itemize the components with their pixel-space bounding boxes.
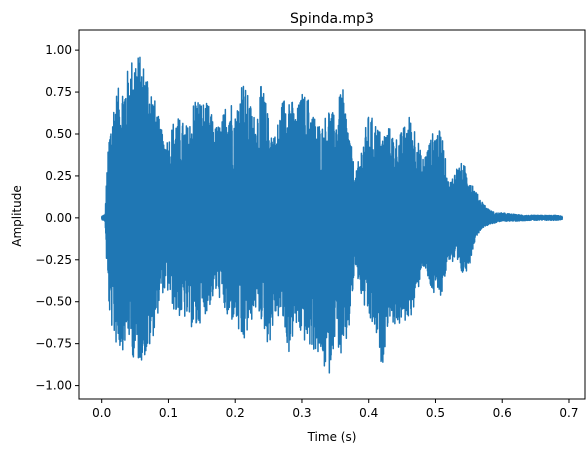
x-tick-label: 0.5	[426, 406, 445, 420]
y-tick-label: 1.00	[45, 43, 72, 57]
x-axis-label: Time (s)	[307, 430, 357, 444]
x-tick-label: 0.2	[226, 406, 245, 420]
y-axis-ticks: −1.00 −0.75 −0.50 −0.25 0.00 0.25 0.50 0.75 1.00	[35, 43, 79, 393]
x-tick-label: 0.1	[159, 406, 178, 420]
y-tick-label: 0.25	[45, 169, 72, 183]
y-tick-label: 0.50	[45, 127, 72, 141]
y-tick-label: −0.75	[35, 337, 72, 351]
chart-title: Spinda.mp3	[290, 11, 374, 27]
x-tick-label: 0.6	[493, 406, 512, 420]
x-tick-label: 0.3	[292, 406, 311, 420]
y-tick-label: 0.75	[45, 85, 72, 99]
x-tick-label: 0.4	[359, 406, 378, 420]
x-tick-label: 0.0	[92, 406, 111, 420]
y-tick-label: −0.25	[35, 253, 72, 267]
plot-area	[100, 56, 564, 374]
waveform-series-line	[100, 56, 564, 374]
y-axis-label: Amplitude	[10, 185, 24, 247]
x-axis-ticks: 0.0 0.1 0.2 0.3 0.4 0.5 0.6 0.7	[92, 399, 579, 420]
x-tick-label: 0.7	[559, 406, 578, 420]
y-tick-label: −0.50	[35, 295, 72, 309]
axes-frame	[78, 29, 586, 400]
y-tick-label: −1.00	[35, 379, 72, 393]
y-tick-label: 0.00	[45, 211, 72, 225]
